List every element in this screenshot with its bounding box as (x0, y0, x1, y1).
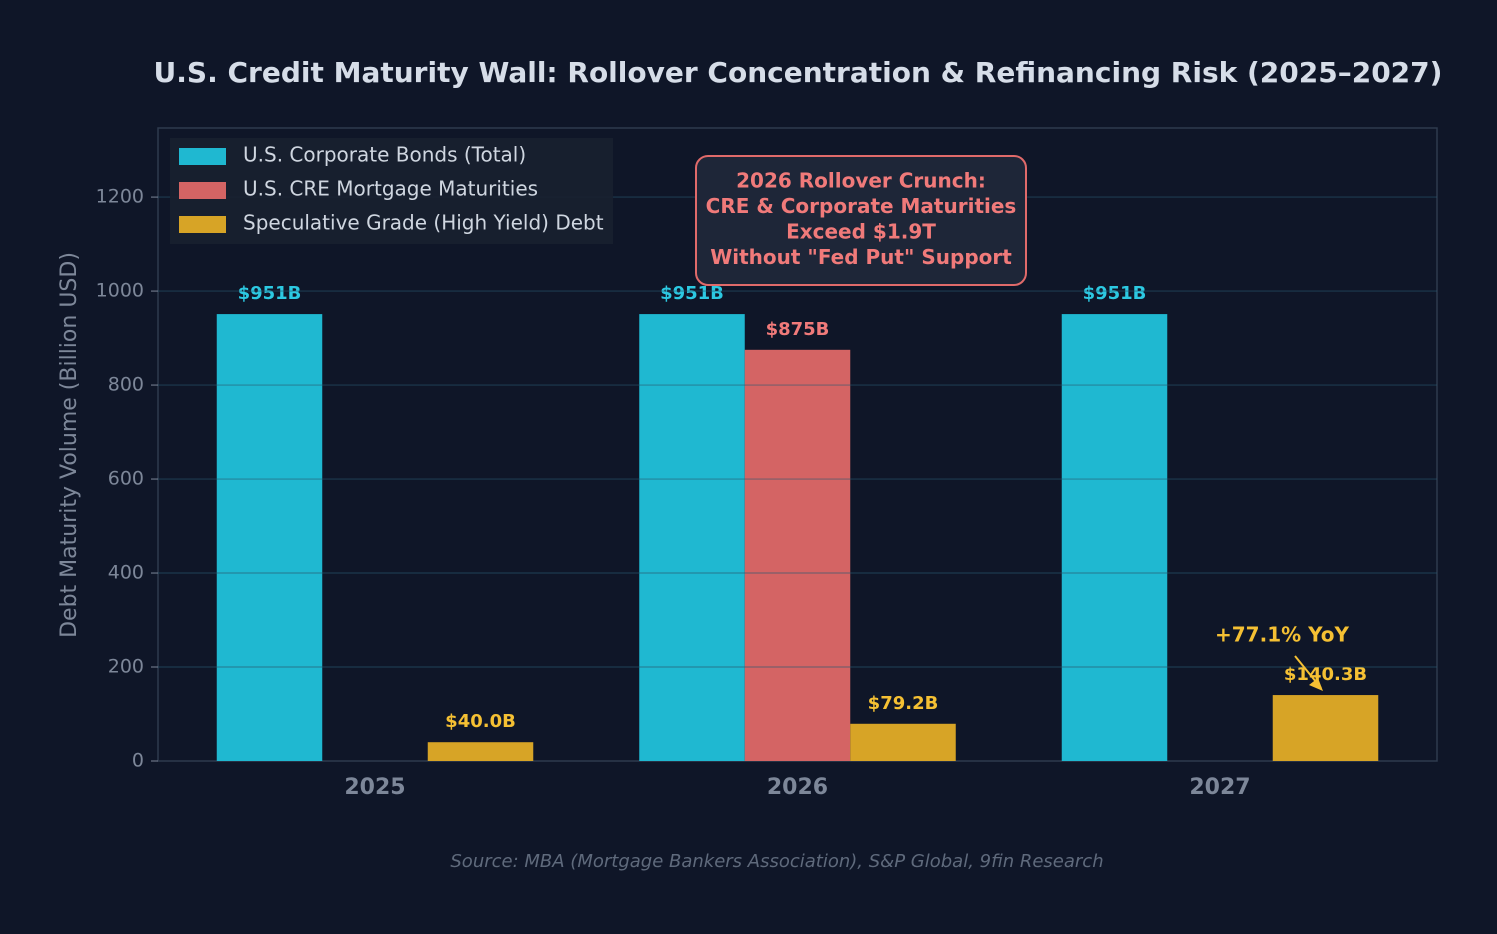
value-label: $951B (660, 283, 724, 304)
bar (216, 314, 323, 761)
y-tick-label: 600 (108, 468, 144, 490)
bar (427, 742, 534, 761)
legend-label: U.S. CRE Mortgage Maturities (243, 177, 538, 201)
value-label: $951B (1083, 283, 1147, 304)
x-tick-label: 2025 (344, 775, 405, 800)
legend-label: Speculative Grade (High Yield) Debt (243, 211, 604, 235)
callout-box (695, 155, 1027, 286)
y-tick-label: 1000 (96, 280, 144, 302)
bar (744, 349, 851, 761)
value-label: $79.2B (868, 693, 939, 714)
y-tick-label: 800 (108, 374, 144, 396)
y-tick-label: 0 (132, 750, 144, 772)
callout-text: 2026 Rollover Crunch: (736, 169, 986, 193)
legend-swatch (179, 182, 226, 199)
y-axis-label: Debt Maturity Volume (Billion USD) (57, 252, 82, 638)
source: Source: MBA (Mortgage Bankers Associatio… (450, 851, 1103, 872)
chart-title: U.S. Credit Maturity Wall: Rollover Conc… (154, 56, 1443, 89)
value-label: $875B (766, 319, 830, 340)
legend-box (170, 138, 613, 244)
bar (639, 314, 745, 761)
x-tick-label: 2027 (1189, 775, 1250, 800)
x-tick-label: 2026 (767, 775, 828, 800)
bar (1272, 695, 1379, 761)
callout-text: Without "Fed Put" Support (710, 245, 1012, 269)
legend-swatch (179, 216, 226, 233)
value-label: $40.0B (445, 711, 516, 732)
y-tick-label: 1200 (96, 186, 144, 208)
y-tick-label: 200 (108, 656, 144, 678)
legend-label: U.S. Corporate Bonds (Total) (243, 143, 526, 167)
bar (1061, 314, 1168, 761)
legend-swatch (179, 148, 226, 165)
y-tick-label: 400 (108, 562, 144, 584)
callout-text: Exceed $1.9T (786, 220, 936, 244)
bar (850, 723, 956, 761)
annotation: +77.1% YoY (1215, 623, 1349, 647)
arrow-head (1309, 678, 1323, 691)
callout-text: CRE & Corporate Maturities (706, 194, 1017, 218)
value-label: $951B (238, 283, 302, 304)
